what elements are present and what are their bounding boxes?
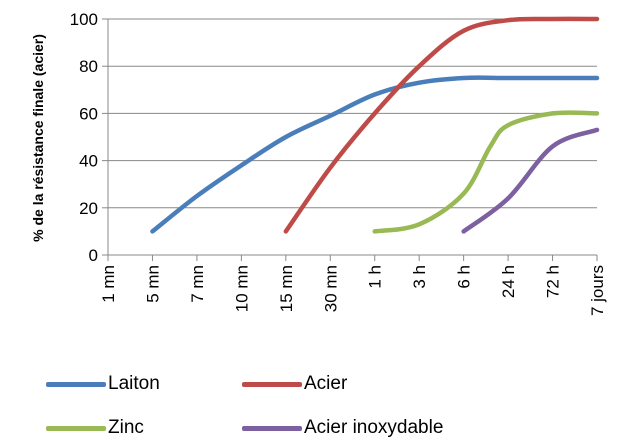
legend-item-laiton: Laiton [46,372,160,396]
x-tick-label: 10 mn [232,265,251,312]
legend-item-zinc: Zinc [46,416,144,440]
legend-swatch [46,381,106,387]
y-tick-labels: 0 20 40 60 80 100 [70,10,98,265]
legend-label: Laiton [108,373,160,394]
x-tick-labels: 1 mn 5 mn 7 mn 10 mn 15 mn 30 mn 1 h 3 h 6 h 24 h… [99,265,607,316]
axes [102,18,598,261]
x-tick-label: 7 jours [588,265,607,316]
legend-label: Zinc [108,417,144,438]
legend-label: Acier inoxydable [304,417,444,438]
y-tick-label: 80 [79,57,98,76]
series-line-zinc [372,110,600,234]
y-tick-label: 60 [79,104,98,123]
series-line-laiton [150,75,600,234]
x-tick-label: 72 h [544,265,563,298]
y-tick-label: 40 [79,152,98,171]
legend-item-acier-inoxydable: Acier inoxydable [242,416,443,440]
legend-swatch [46,425,106,431]
y-axis-label: % de la résistance finale (acier) [30,34,46,242]
x-tick-label: 1 mn [99,265,118,303]
legend-item-acier: Acier [242,372,347,396]
x-tick-label: 1 h [366,265,385,289]
y-tick-label: 0 [89,246,98,265]
x-tick-label: 30 mn [321,265,340,312]
legend-label: Acier [304,373,348,394]
x-tick-label: 6 h [455,265,474,289]
x-tick-label: 15 mn [277,265,296,312]
y-tick-label: 20 [79,199,98,218]
legend-swatch [242,425,302,431]
series-line-acier [283,16,600,234]
series-line-acier-inoxydable [461,127,600,234]
x-tick-label: 3 h [410,265,429,289]
x-tick-label: 5 mn [143,265,162,303]
gridlines [108,18,597,209]
y-tick-label: 100 [70,10,98,29]
x-tick-label: 7 mn [188,265,207,303]
legend-swatch [242,381,302,387]
legend: Laiton Acier Zinc Acier inoxydable [46,370,606,440]
x-tick-label: 24 h [499,265,518,298]
series-lines [150,16,600,234]
